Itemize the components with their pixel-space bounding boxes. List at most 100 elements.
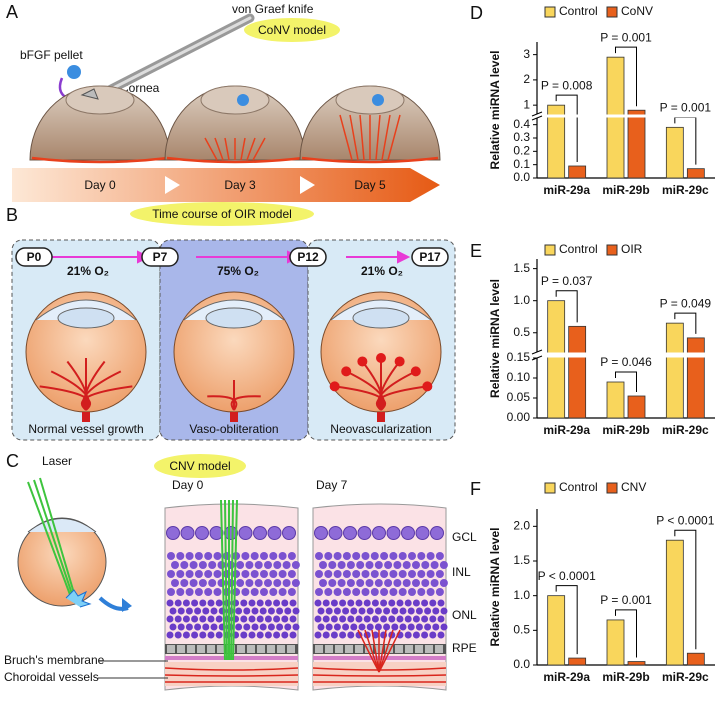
onl-cell [374, 623, 382, 631]
age-label: P17 [419, 250, 441, 264]
inl-cell [435, 570, 444, 578]
onl-cell [404, 615, 412, 623]
lens [57, 307, 115, 329]
inl-cell [236, 579, 245, 587]
optic-nerve [377, 412, 385, 422]
onl-cell [380, 599, 388, 607]
inl-cell [204, 570, 213, 578]
onl-cell [355, 615, 363, 623]
onl-cell [240, 599, 248, 607]
inl-cell [380, 552, 389, 560]
onl-cell [199, 599, 207, 607]
ganglion-cell [343, 526, 357, 540]
inl-cell [241, 570, 250, 578]
inl-cell [213, 552, 222, 560]
rpe-cell [217, 645, 225, 653]
highlight [130, 202, 314, 226]
legend-label: CoNV [621, 4, 653, 18]
inl-cell [408, 552, 416, 560]
legend-label: CNV [621, 480, 646, 494]
x-tick-label: miR-29c [662, 183, 709, 197]
rpe-cell [167, 645, 175, 653]
inl-cell [421, 561, 430, 569]
bracket [615, 609, 637, 658]
inl-cell [287, 552, 296, 560]
onl-cell [199, 631, 207, 639]
inl-cell [417, 552, 426, 560]
onl-cell [182, 599, 190, 607]
break-mark [531, 349, 543, 355]
onl-cell [243, 623, 251, 631]
rpe-cell [325, 645, 333, 653]
inl-cell [198, 579, 207, 587]
inl-cell [213, 570, 222, 578]
inl-cell [204, 552, 213, 560]
inl-cell [356, 579, 365, 587]
inl-cell [426, 570, 435, 578]
new-vessel [224, 137, 230, 161]
p-value: P = 0.001 [600, 30, 652, 44]
annotation: Cornea [120, 81, 160, 95]
onl-cell [437, 599, 445, 607]
y-axis-label: Relative miRNA level [488, 528, 502, 647]
onl-cell [347, 599, 355, 607]
onl-cell [412, 631, 420, 639]
inl-cell [319, 561, 327, 569]
onl-cell [322, 631, 330, 639]
onl-cell [388, 615, 396, 623]
bar [547, 300, 566, 419]
inl-cell [185, 588, 194, 596]
inl-cell [417, 588, 426, 596]
onl-cell [267, 623, 275, 631]
optic-nerve [230, 412, 238, 422]
tuft [376, 353, 386, 363]
break-mark [531, 115, 543, 121]
onl-cell [207, 631, 215, 639]
inl-cell [389, 588, 398, 596]
onl-cell [202, 623, 210, 631]
oxygen-label: 21% O₂ [67, 264, 109, 278]
inl-cell [213, 588, 222, 596]
y-tick-label: 0.0 [513, 657, 530, 671]
onl-cell [440, 607, 448, 615]
onl-cell [325, 623, 333, 631]
x-tick-label: miR-29b [602, 183, 649, 197]
onl-cell [317, 623, 325, 631]
y-tick-label: 0.05 [507, 390, 531, 404]
inl-cell [198, 561, 207, 569]
inl-cell [439, 561, 448, 569]
onl-cell [289, 615, 297, 623]
x-tick-label: miR-29a [543, 423, 590, 437]
bar [627, 661, 646, 666]
inl-cell [291, 561, 300, 569]
bar [547, 104, 566, 179]
onl-cell [177, 607, 185, 615]
rpe-cell [365, 645, 373, 653]
inl-cell [273, 579, 282, 587]
y-axis-label: Relative miRNA level [488, 51, 502, 170]
rpe-cell [287, 645, 295, 653]
inl-cell [194, 552, 203, 560]
onl-cell [273, 631, 281, 639]
onl-cell [333, 607, 341, 615]
retinas [164, 499, 448, 691]
p-value: P = 0.046 [600, 355, 652, 369]
inl-cell [370, 588, 379, 596]
rpe-cell [177, 645, 185, 653]
annotation: bFGF pellet [20, 48, 83, 62]
rpe-cell [237, 645, 245, 653]
stage-label: Normal vessel growth [28, 422, 143, 436]
onl-cell [226, 607, 234, 615]
age-label: P12 [297, 250, 319, 264]
inl-cell [333, 570, 342, 578]
inl-cell [374, 579, 383, 587]
inl-cell [287, 570, 296, 578]
bar [665, 126, 684, 179]
inl-cell [333, 552, 342, 560]
panel-label: B [6, 205, 18, 225]
inl-cell [361, 552, 370, 560]
inl-cell [315, 570, 323, 578]
onl-cell [202, 607, 210, 615]
day-label: Day 3 [224, 178, 256, 192]
rpe-cell [247, 645, 255, 653]
